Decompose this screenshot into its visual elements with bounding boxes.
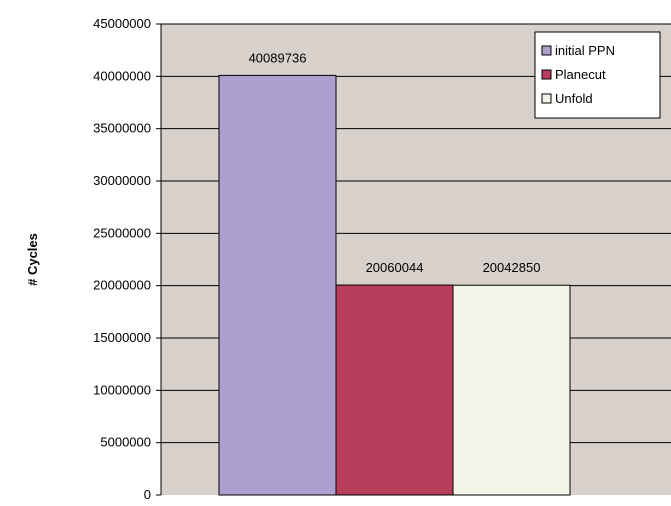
y-tick-label: 25000000 <box>93 225 151 240</box>
y-tick-label: 30000000 <box>93 173 151 188</box>
bar-planecut <box>335 284 454 496</box>
legend-label: initial PPN <box>555 43 615 58</box>
data-label: 40089736 <box>249 50 307 65</box>
y-axis-title: # Cycles <box>25 233 40 286</box>
bar-unfold <box>452 284 571 496</box>
data-labels: 40089736 20060044 20042850 <box>249 50 541 275</box>
y-tick-label: 20000000 <box>93 278 151 293</box>
y-axis-ticks: 0 5000000 10000000 15000000 20000000 25000000… <box>93 16 161 502</box>
legend-swatch <box>541 69 552 80</box>
legend-label: Planecut <box>555 67 606 82</box>
y-tick-label: 35000000 <box>93 121 151 136</box>
legend-swatch <box>541 45 552 56</box>
legend-swatch <box>541 93 552 104</box>
legend-label: Unfold <box>555 91 593 106</box>
data-label: 20042850 <box>483 260 541 275</box>
y-tick-label: 40000000 <box>93 68 151 83</box>
bar-initial-ppn <box>218 74 337 496</box>
y-tick-label: 0 <box>144 487 151 501</box>
y-tick-label: 15000000 <box>93 330 151 345</box>
y-tick-label: 5000000 <box>100 435 151 450</box>
legend-items: initial PPN Planecut Unfold <box>541 43 615 106</box>
y-tick-label: 10000000 <box>93 382 151 397</box>
y-tick-label: 45000000 <box>93 16 151 31</box>
legend-box <box>534 31 661 119</box>
bars <box>218 74 571 496</box>
legend: initial PPN Planecut Unfold <box>534 31 661 119</box>
data-label: 20060044 <box>366 260 424 275</box>
